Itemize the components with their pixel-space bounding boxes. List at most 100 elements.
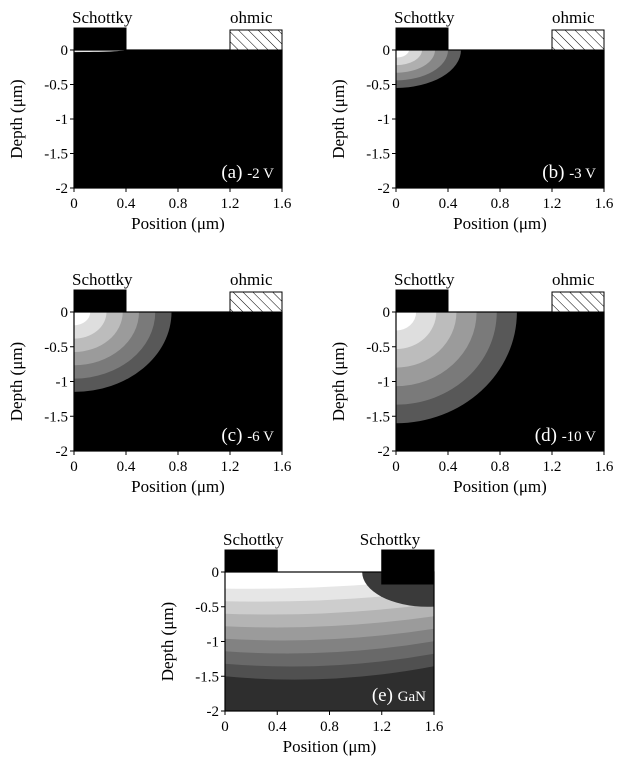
y-tick-label: -1 — [56, 112, 69, 128]
y-tick-label: 0 — [383, 305, 391, 321]
x-tick-label: 1.6 — [425, 719, 444, 735]
panel-c: Schottky ohmic 0 0.4 0.8 1.2 1.6 0 -0.5 -1 -1.5 -2 P… — [7, 270, 292, 496]
panel-letter: (d) — [535, 425, 562, 446]
x-tick-label: 0.4 — [117, 459, 136, 475]
x-tick-label: 0.4 — [439, 196, 458, 212]
x-tick-label: 1.2 — [543, 196, 562, 212]
panel-condition: -6 V — [247, 429, 274, 445]
x-axis-label: Position (μm) — [131, 214, 225, 233]
x-tick-label: 1.6 — [595, 459, 614, 475]
contour-level — [74, 312, 91, 326]
y-tick-label: -1 — [207, 635, 220, 651]
left-contact-label: Schottky — [72, 8, 133, 27]
x-tick-label: 0.8 — [491, 459, 510, 475]
y-axis-label: Depth (μm) — [329, 79, 348, 158]
contour-level — [225, 572, 265, 579]
left-contact — [395, 289, 449, 313]
right-contact-label: ohmic — [552, 8, 595, 27]
panel-condition: GaN — [398, 689, 426, 705]
panel-label: (a) -2 V — [221, 162, 274, 183]
plot-background — [74, 50, 282, 188]
right-contact — [381, 549, 435, 585]
x-axis-label: Position (μm) — [453, 477, 547, 496]
panel-letter: (a) — [221, 162, 247, 183]
contour-field — [74, 312, 172, 392]
y-axis-label: Depth (μm) — [158, 602, 177, 681]
y-tick-label: -1.5 — [195, 669, 219, 685]
x-tick-label: 0.8 — [169, 459, 188, 475]
right-contact-label: ohmic — [552, 270, 595, 289]
y-tick-label: -0.5 — [44, 340, 68, 356]
y-tick-label: -1 — [378, 375, 391, 391]
panel-label: (c) -6 V — [221, 425, 274, 446]
x-axis-label: Position (μm) — [131, 477, 225, 496]
x-tick-label: 0 — [221, 719, 229, 735]
y-axis-label: Depth (μm) — [7, 342, 26, 421]
x-tick-label: 1.6 — [273, 459, 292, 475]
left-contact-label: Schottky — [394, 8, 455, 27]
y-tick-label: -2 — [378, 181, 391, 197]
x-tick-label: 0.4 — [439, 459, 458, 475]
right-contact — [551, 29, 605, 51]
x-tick-label: 0.8 — [491, 196, 510, 212]
y-tick-label: -1.5 — [366, 147, 390, 163]
panel-label: (d) -10 V — [535, 425, 596, 446]
y-tick-label: -1 — [56, 375, 69, 391]
x-axis-label: Position (μm) — [283, 737, 377, 756]
right-contact — [551, 291, 605, 313]
panel-condition: -2 V — [247, 166, 274, 182]
x-tick-label: 1.2 — [221, 459, 240, 475]
panel-letter: (b) — [542, 162, 569, 183]
panel-condition: -3 V — [569, 166, 596, 182]
x-tick-label: 0.4 — [268, 719, 287, 735]
y-tick-label: -0.5 — [366, 78, 390, 94]
y-tick-label: -0.5 — [44, 78, 68, 94]
right-contact-label: Schottky — [360, 530, 421, 549]
panel-a: Schottky ohmic 0 0.4 0.8 1.2 1.6 0 -0.5 -1 -1.5 -2 P… — [7, 8, 292, 233]
panel-d: Schottky ohmic 0 0.4 0.8 1.2 1.6 0 -0.5 -1 -1.5 -2 P… — [329, 270, 614, 496]
y-axis-label: Depth (μm) — [329, 342, 348, 421]
y-tick-label: -0.5 — [195, 600, 219, 616]
x-tick-label: 0.8 — [320, 719, 339, 735]
panel-letter: (e) — [372, 685, 398, 706]
x-tick-label: 1.6 — [273, 196, 292, 212]
right-contact-label: ohmic — [230, 270, 273, 289]
contour-level — [396, 312, 417, 331]
x-tick-label: 0.4 — [117, 196, 136, 212]
right-contact — [229, 29, 283, 51]
y-tick-label: 0 — [212, 565, 220, 581]
left-contact-label: Schottky — [72, 270, 133, 289]
right-contact — [229, 291, 283, 313]
y-tick-label: -2 — [56, 444, 69, 460]
y-tick-label: -1.5 — [366, 409, 390, 425]
right-contact-label: ohmic — [230, 8, 273, 27]
x-tick-label: 1.2 — [221, 196, 240, 212]
left-contact-label: Schottky — [394, 270, 455, 289]
left-contact — [395, 27, 449, 51]
y-tick-label: 0 — [61, 43, 69, 59]
x-tick-label: 1.2 — [543, 459, 562, 475]
x-tick-label: 1.6 — [595, 196, 614, 212]
panel-b: Schottky ohmic 0 0.4 0.8 1.2 1.6 0 -0.5 -1 -1.5 -2 P… — [329, 8, 614, 233]
panel-letter: (c) — [221, 425, 247, 446]
y-tick-label: 0 — [61, 305, 69, 321]
y-tick-label: -2 — [207, 704, 220, 720]
y-tick-label: -0.5 — [366, 340, 390, 356]
y-tick-label: -1.5 — [44, 409, 68, 425]
contour-field — [396, 50, 461, 88]
panel-label: (b) -3 V — [542, 162, 596, 183]
x-tick-label: 0 — [70, 196, 78, 212]
y-tick-label: 0 — [383, 43, 391, 59]
left-contact-label: Schottky — [223, 530, 284, 549]
y-tick-label: -2 — [378, 444, 391, 460]
x-tick-label: 0 — [70, 459, 78, 475]
panel-condition: -10 V — [562, 429, 596, 445]
x-tick-label: 0 — [392, 459, 400, 475]
left-contact — [224, 549, 278, 573]
x-axis-label: Position (μm) — [453, 214, 547, 233]
left-contact — [73, 289, 127, 313]
y-tick-label: -2 — [56, 181, 69, 197]
contour-level — [396, 50, 409, 58]
y-axis-label: Depth (μm) — [7, 79, 26, 158]
